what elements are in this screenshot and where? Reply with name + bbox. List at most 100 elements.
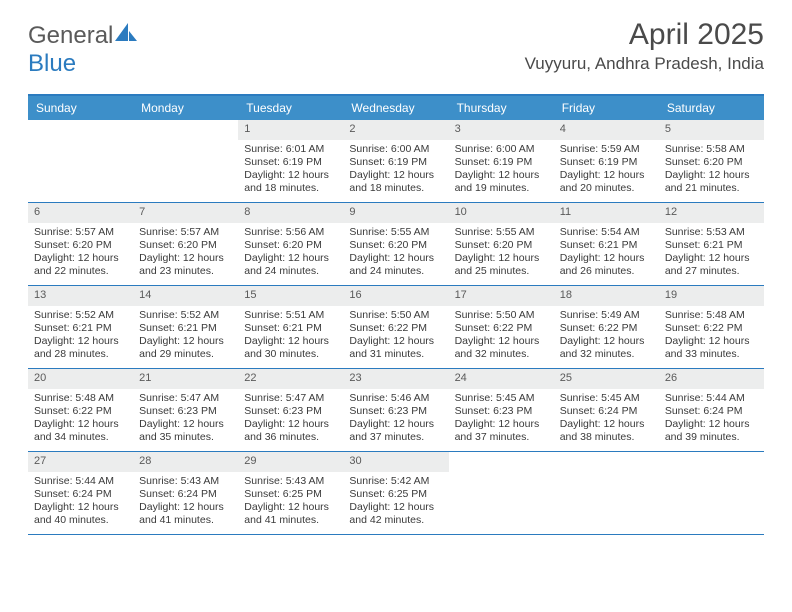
day-number: 5	[659, 120, 764, 140]
daylight-line: Daylight: 12 hours and 27 minutes.	[665, 252, 758, 278]
sunrise-line: Sunrise: 5:50 AM	[455, 309, 548, 322]
daylight-line: Daylight: 12 hours and 24 minutes.	[349, 252, 442, 278]
calendar-cell: 26Sunrise: 5:44 AMSunset: 6:24 PMDayligh…	[659, 369, 764, 451]
calendar-cell: 1Sunrise: 6:01 AMSunset: 6:19 PMDaylight…	[238, 120, 343, 202]
cell-body: Sunrise: 5:54 AMSunset: 6:21 PMDaylight:…	[554, 223, 659, 285]
sunrise-line: Sunrise: 5:49 AM	[560, 309, 653, 322]
daylight-line: Daylight: 12 hours and 18 minutes.	[349, 169, 442, 195]
sunrise-line: Sunrise: 5:42 AM	[349, 475, 442, 488]
sunset-line: Sunset: 6:20 PM	[244, 239, 337, 252]
day-number: 12	[659, 203, 764, 223]
sunrise-line: Sunrise: 5:58 AM	[665, 143, 758, 156]
sunset-line: Sunset: 6:22 PM	[560, 322, 653, 335]
calendar-cell: 24Sunrise: 5:45 AMSunset: 6:23 PMDayligh…	[449, 369, 554, 451]
day-number: 29	[238, 452, 343, 472]
cell-body: Sunrise: 5:59 AMSunset: 6:19 PMDaylight:…	[554, 140, 659, 202]
daylight-line: Daylight: 12 hours and 30 minutes.	[244, 335, 337, 361]
week-row: 1Sunrise: 6:01 AMSunset: 6:19 PMDaylight…	[28, 120, 764, 203]
sunrise-line: Sunrise: 6:01 AM	[244, 143, 337, 156]
cell-body: Sunrise: 5:58 AMSunset: 6:20 PMDaylight:…	[659, 140, 764, 202]
calendar-cell: 30Sunrise: 5:42 AMSunset: 6:25 PMDayligh…	[343, 452, 448, 534]
sunset-line: Sunset: 6:21 PM	[34, 322, 127, 335]
sunset-line: Sunset: 6:25 PM	[349, 488, 442, 501]
sunset-line: Sunset: 6:22 PM	[349, 322, 442, 335]
calendar-cell: 6Sunrise: 5:57 AMSunset: 6:20 PMDaylight…	[28, 203, 133, 285]
sunset-line: Sunset: 6:22 PM	[455, 322, 548, 335]
sunrise-line: Sunrise: 5:45 AM	[455, 392, 548, 405]
sunrise-line: Sunrise: 5:46 AM	[349, 392, 442, 405]
daylight-line: Daylight: 12 hours and 32 minutes.	[560, 335, 653, 361]
cell-body: Sunrise: 5:52 AMSunset: 6:21 PMDaylight:…	[133, 306, 238, 368]
cell-body: Sunrise: 5:48 AMSunset: 6:22 PMDaylight:…	[28, 389, 133, 451]
daylight-line: Daylight: 12 hours and 42 minutes.	[349, 501, 442, 527]
day-header: Tuesday	[238, 96, 343, 120]
brand-text-2: Blue	[28, 50, 76, 77]
sunset-line: Sunset: 6:20 PM	[139, 239, 232, 252]
day-number: 11	[554, 203, 659, 223]
daylight-line: Daylight: 12 hours and 36 minutes.	[244, 418, 337, 444]
day-header: Sunday	[28, 96, 133, 120]
cell-body: Sunrise: 5:57 AMSunset: 6:20 PMDaylight:…	[28, 223, 133, 285]
sunrise-line: Sunrise: 5:56 AM	[244, 226, 337, 239]
calendar-cell	[659, 452, 764, 534]
day-number: 10	[449, 203, 554, 223]
day-number: 22	[238, 369, 343, 389]
day-number: 18	[554, 286, 659, 306]
cell-body: Sunrise: 5:55 AMSunset: 6:20 PMDaylight:…	[449, 223, 554, 285]
calendar-cell: 23Sunrise: 5:46 AMSunset: 6:23 PMDayligh…	[343, 369, 448, 451]
calendar-cell	[28, 120, 133, 202]
cell-body: Sunrise: 6:01 AMSunset: 6:19 PMDaylight:…	[238, 140, 343, 202]
sunset-line: Sunset: 6:22 PM	[665, 322, 758, 335]
sunrise-line: Sunrise: 5:54 AM	[560, 226, 653, 239]
cell-body: Sunrise: 6:00 AMSunset: 6:19 PMDaylight:…	[449, 140, 554, 202]
sunrise-line: Sunrise: 5:57 AM	[34, 226, 127, 239]
daylight-line: Daylight: 12 hours and 40 minutes.	[34, 501, 127, 527]
calendar-cell: 16Sunrise: 5:50 AMSunset: 6:22 PMDayligh…	[343, 286, 448, 368]
sunrise-line: Sunrise: 5:51 AM	[244, 309, 337, 322]
daylight-line: Daylight: 12 hours and 24 minutes.	[244, 252, 337, 278]
day-number: 14	[133, 286, 238, 306]
daylight-line: Daylight: 12 hours and 28 minutes.	[34, 335, 127, 361]
day-number: 26	[659, 369, 764, 389]
calendar-cell: 7Sunrise: 5:57 AMSunset: 6:20 PMDaylight…	[133, 203, 238, 285]
cell-body: Sunrise: 5:43 AMSunset: 6:25 PMDaylight:…	[238, 472, 343, 534]
cell-body: Sunrise: 5:52 AMSunset: 6:21 PMDaylight:…	[28, 306, 133, 368]
calendar-cell: 28Sunrise: 5:43 AMSunset: 6:24 PMDayligh…	[133, 452, 238, 534]
calendar-cell: 27Sunrise: 5:44 AMSunset: 6:24 PMDayligh…	[28, 452, 133, 534]
sunset-line: Sunset: 6:24 PM	[139, 488, 232, 501]
daylight-line: Daylight: 12 hours and 39 minutes.	[665, 418, 758, 444]
sunset-line: Sunset: 6:21 PM	[560, 239, 653, 252]
daylight-line: Daylight: 12 hours and 31 minutes.	[349, 335, 442, 361]
day-number: 17	[449, 286, 554, 306]
calendar-cell: 25Sunrise: 5:45 AMSunset: 6:24 PMDayligh…	[554, 369, 659, 451]
cell-body: Sunrise: 5:45 AMSunset: 6:24 PMDaylight:…	[554, 389, 659, 451]
day-number: 9	[343, 203, 448, 223]
day-number: 8	[238, 203, 343, 223]
day-number: 16	[343, 286, 448, 306]
week-row: 27Sunrise: 5:44 AMSunset: 6:24 PMDayligh…	[28, 452, 764, 535]
day-number: 28	[133, 452, 238, 472]
daylight-line: Daylight: 12 hours and 19 minutes.	[455, 169, 548, 195]
header: General Blue April 2025 Vuyyuru, Andhra …	[0, 0, 792, 86]
sunrise-line: Sunrise: 5:55 AM	[455, 226, 548, 239]
cell-body: Sunrise: 5:53 AMSunset: 6:21 PMDaylight:…	[659, 223, 764, 285]
day-number: 15	[238, 286, 343, 306]
daylight-line: Daylight: 12 hours and 18 minutes.	[244, 169, 337, 195]
sunrise-line: Sunrise: 5:52 AM	[139, 309, 232, 322]
calendar-cell: 15Sunrise: 5:51 AMSunset: 6:21 PMDayligh…	[238, 286, 343, 368]
cell-body: Sunrise: 5:46 AMSunset: 6:23 PMDaylight:…	[343, 389, 448, 451]
sunrise-line: Sunrise: 5:45 AM	[560, 392, 653, 405]
calendar-cell: 4Sunrise: 5:59 AMSunset: 6:19 PMDaylight…	[554, 120, 659, 202]
day-number: 23	[343, 369, 448, 389]
brand-text-1: General	[28, 22, 113, 49]
daylight-line: Daylight: 12 hours and 21 minutes.	[665, 169, 758, 195]
daylight-line: Daylight: 12 hours and 35 minutes.	[139, 418, 232, 444]
daylight-line: Daylight: 12 hours and 20 minutes.	[560, 169, 653, 195]
cell-body: Sunrise: 5:42 AMSunset: 6:25 PMDaylight:…	[343, 472, 448, 534]
cell-body: Sunrise: 5:47 AMSunset: 6:23 PMDaylight:…	[238, 389, 343, 451]
calendar-cell: 3Sunrise: 6:00 AMSunset: 6:19 PMDaylight…	[449, 120, 554, 202]
sunset-line: Sunset: 6:20 PM	[455, 239, 548, 252]
sunset-line: Sunset: 6:21 PM	[665, 239, 758, 252]
cell-body: Sunrise: 5:43 AMSunset: 6:24 PMDaylight:…	[133, 472, 238, 534]
sunset-line: Sunset: 6:19 PM	[244, 156, 337, 169]
